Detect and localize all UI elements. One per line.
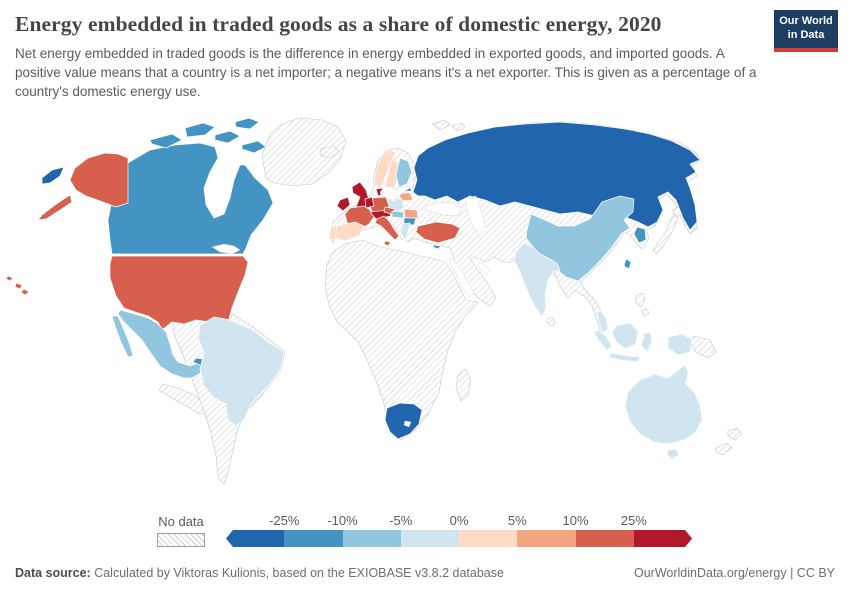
- country-south-africa[interactable]: [384, 402, 423, 440]
- country-madagascar[interactable]: [455, 368, 472, 402]
- country-russia-chukotka[interactable]: [41, 166, 65, 185]
- country-norway[interactable]: [373, 149, 397, 188]
- country-hungary-slovakia[interactable]: [391, 210, 405, 219]
- legend-bucket-0[interactable]: [226, 530, 285, 547]
- persian-gulf: [477, 261, 491, 276]
- country-portugal[interactable]: [328, 225, 338, 241]
- country-belgium-netherlands[interactable]: [364, 196, 375, 209]
- country-finland[interactable]: [395, 157, 413, 188]
- country-philippines[interactable]: [635, 292, 650, 317]
- owid-logo-line2: in Data: [787, 29, 825, 41]
- owid-logo-line1: Our World: [779, 15, 833, 28]
- country-turkey[interactable]: [415, 221, 461, 244]
- legend-tick-label-2: -5%: [389, 513, 413, 528]
- country-south-korea[interactable]: [633, 226, 647, 244]
- country-papua-new-guinea[interactable]: [689, 335, 717, 359]
- chart-header: Energy embedded in traded goods as a sha…: [0, 0, 850, 101]
- legend-tick-label-3: 0%: [449, 513, 469, 528]
- legend-tick-label-6: 25%: [620, 513, 647, 528]
- country-canada-arctic-islands[interactable]: [149, 117, 267, 154]
- country-cyprus[interactable]: [432, 244, 442, 250]
- data-source-note: Data source: Calculated by Viktoras Kuli…: [15, 566, 504, 580]
- caspian-sea: [465, 195, 487, 237]
- page-title: Energy embedded in traded goods as a sha…: [15, 12, 662, 36]
- country-ireland[interactable]: [336, 196, 351, 212]
- owid-logo[interactable]: Our World in Data: [774, 10, 838, 52]
- legend-bucket-4[interactable]: [459, 530, 518, 547]
- chart-subtitle: Net energy embedded in traded goods is t…: [15, 46, 757, 100]
- country-svalbard[interactable]: [431, 119, 466, 132]
- legend-color-bar[interactable]: [226, 530, 692, 547]
- legend-bucket-1[interactable]: [284, 530, 343, 547]
- legend-tick-labels: -25% -10% -5% 0% 5% 10% 25%: [226, 512, 698, 529]
- country-new-zealand[interactable]: [715, 427, 743, 456]
- legend-scale: -25% -10% -5% 0% 5% 10% 25%: [226, 512, 698, 547]
- lesotho-enclave: [403, 420, 412, 428]
- country-indonesia-malaysia[interactable]: [593, 310, 693, 363]
- legend-no-data-swatch[interactable]: [157, 533, 205, 547]
- legend-no-data[interactable]: No data: [155, 514, 207, 547]
- country-brazil[interactable]: [197, 316, 285, 427]
- legend-tick-label-1: -10%: [327, 513, 358, 528]
- data-source-label: Data source:: [15, 566, 91, 580]
- legend-tick-label-0: -25%: [269, 513, 300, 528]
- legend-tick-label-5: 10%: [562, 513, 589, 528]
- country-taiwan[interactable]: [623, 258, 632, 270]
- country-australia[interactable]: [624, 364, 703, 460]
- region-africa-no-data[interactable]: [324, 239, 479, 441]
- great-lakes: [211, 243, 241, 255]
- legend-bucket-6[interactable]: [575, 530, 634, 547]
- legend-bucket-2[interactable]: [342, 530, 401, 547]
- country-greece[interactable]: [399, 222, 411, 241]
- red-sea: [448, 257, 475, 298]
- black-sea: [424, 201, 463, 217]
- country-sri-lanka[interactable]: [546, 317, 556, 327]
- legend-bucket-7[interactable]: [633, 530, 692, 547]
- legend-bucket-3[interactable]: [400, 530, 459, 547]
- legend-tick-label-4: 5%: [507, 513, 527, 528]
- country-italy[interactable]: [374, 215, 400, 247]
- baltic-sea: [379, 186, 411, 203]
- country-romania[interactable]: [403, 208, 419, 219]
- legend-bucket-5[interactable]: [517, 530, 576, 547]
- country-india[interactable]: [513, 242, 561, 318]
- footer-link[interactable]: OurWorldinData.org/energy | CC BY: [633, 566, 835, 580]
- country-united-states-hawaii[interactable]: [5, 275, 30, 296]
- legend-no-data-label: No data: [158, 514, 204, 529]
- country-united-states-alaska[interactable]: [37, 152, 129, 221]
- country-iceland[interactable]: [319, 145, 340, 159]
- chart-footer: Data source: Calculated by Viktoras Kuli…: [0, 566, 850, 580]
- data-source-text: Calculated by Viktoras Kulionis, based o…: [90, 566, 504, 580]
- country-latvia-lithuania[interactable]: [398, 192, 414, 202]
- country-canada[interactable]: [107, 142, 274, 255]
- map-legend: No data -25% -10% -5% 0% 5% 10% 25%: [0, 512, 850, 556]
- country-greenland[interactable]: [261, 117, 347, 187]
